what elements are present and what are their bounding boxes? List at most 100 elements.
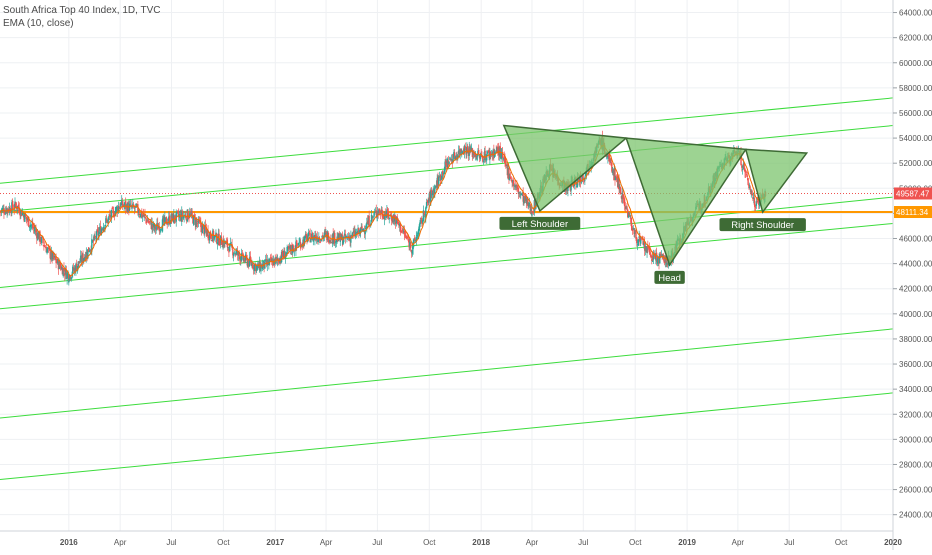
candle: [632, 224, 634, 231]
candle-body: [25, 216, 28, 220]
candle: [169, 220, 172, 227]
candle: [182, 210, 185, 220]
candle-body: [629, 215, 631, 217]
candle-body: [79, 255, 82, 262]
candle: [373, 208, 376, 218]
candle-body: [248, 257, 251, 267]
candle-body: [73, 267, 76, 271]
candle-body: [515, 185, 517, 188]
candle-body: [30, 224, 32, 226]
candle-body: [280, 251, 283, 263]
candle: [623, 194, 625, 205]
candle-body: [314, 234, 317, 239]
candle: [79, 258, 81, 264]
candle: [292, 244, 295, 253]
candle-body: [500, 152, 502, 159]
candle-body: [620, 195, 623, 199]
candle: [69, 275, 72, 281]
candle-body: [238, 252, 240, 256]
candle: [363, 225, 366, 239]
candle-body: [514, 185, 516, 187]
candle: [415, 231, 418, 246]
candle-body: [5, 208, 8, 213]
candle-body: [168, 215, 171, 225]
candle-body: [647, 244, 649, 248]
last-price-badge-bg: [894, 187, 932, 200]
candle: [14, 197, 16, 212]
candle: [654, 253, 656, 260]
candle-body: [361, 226, 363, 231]
candle: [517, 186, 520, 199]
candle: [485, 153, 487, 162]
candle: [516, 184, 519, 192]
candle: [377, 208, 379, 219]
candle: [444, 159, 446, 173]
candle-body: [288, 245, 290, 250]
candle: [466, 142, 468, 159]
candle-body: [252, 264, 254, 269]
candle-body: [249, 256, 252, 261]
candle: [207, 225, 209, 241]
time-tick-label: Apr: [526, 538, 539, 547]
candle: [526, 197, 528, 206]
candle-body: [60, 266, 62, 270]
candle-body: [299, 241, 301, 243]
candle: [637, 239, 640, 247]
candle-body: [155, 227, 157, 229]
candle-body: [459, 148, 461, 156]
candle: [457, 145, 460, 158]
candle-body: [466, 145, 469, 151]
price-tick-label: 36000.00: [899, 360, 932, 369]
candle-body: [325, 233, 327, 235]
candle-body: [106, 219, 109, 224]
candle: [68, 274, 71, 282]
candle: [197, 216, 200, 228]
candle-body: [446, 158, 449, 168]
candle-body: [363, 230, 366, 233]
candle-body: [527, 198, 529, 207]
candle: [219, 240, 221, 246]
candle-body: [481, 155, 483, 158]
candle-body: [15, 203, 17, 206]
candle-body: [442, 171, 444, 176]
candle: [170, 212, 173, 224]
candle-body: [425, 207, 427, 218]
candle-body: [191, 210, 193, 216]
candle-body: [472, 152, 474, 156]
candle: [652, 249, 655, 264]
candle: [31, 219, 33, 229]
candle: [68, 278, 70, 286]
candle: [254, 261, 256, 272]
candle-body: [647, 246, 650, 249]
candle-body: [758, 199, 760, 205]
candle-body: [250, 260, 252, 265]
candle: [614, 166, 616, 186]
candle: [741, 165, 744, 175]
candle-body: [183, 215, 185, 218]
candle-body: [659, 253, 662, 257]
candle: [83, 258, 85, 264]
candle: [340, 233, 342, 241]
support-price-badge: 48111.34: [894, 206, 932, 219]
candle-body: [467, 150, 470, 157]
candle: [330, 241, 333, 244]
candle: [755, 198, 758, 209]
candle-body: [525, 195, 528, 203]
candle-body: [91, 239, 93, 252]
candle: [280, 249, 283, 264]
candle-body: [82, 253, 84, 262]
candle-body: [493, 149, 495, 158]
candle-body: [381, 209, 383, 217]
candle: [627, 208, 629, 219]
candle-body: [611, 163, 613, 172]
candle-body: [115, 206, 117, 213]
candle-body: [160, 229, 163, 231]
candle-body: [524, 195, 526, 201]
last-price-value: 49587.47: [896, 189, 930, 198]
candle-body: [228, 248, 230, 253]
candle: [658, 253, 660, 270]
candle: [120, 201, 122, 208]
candle: [65, 265, 68, 280]
